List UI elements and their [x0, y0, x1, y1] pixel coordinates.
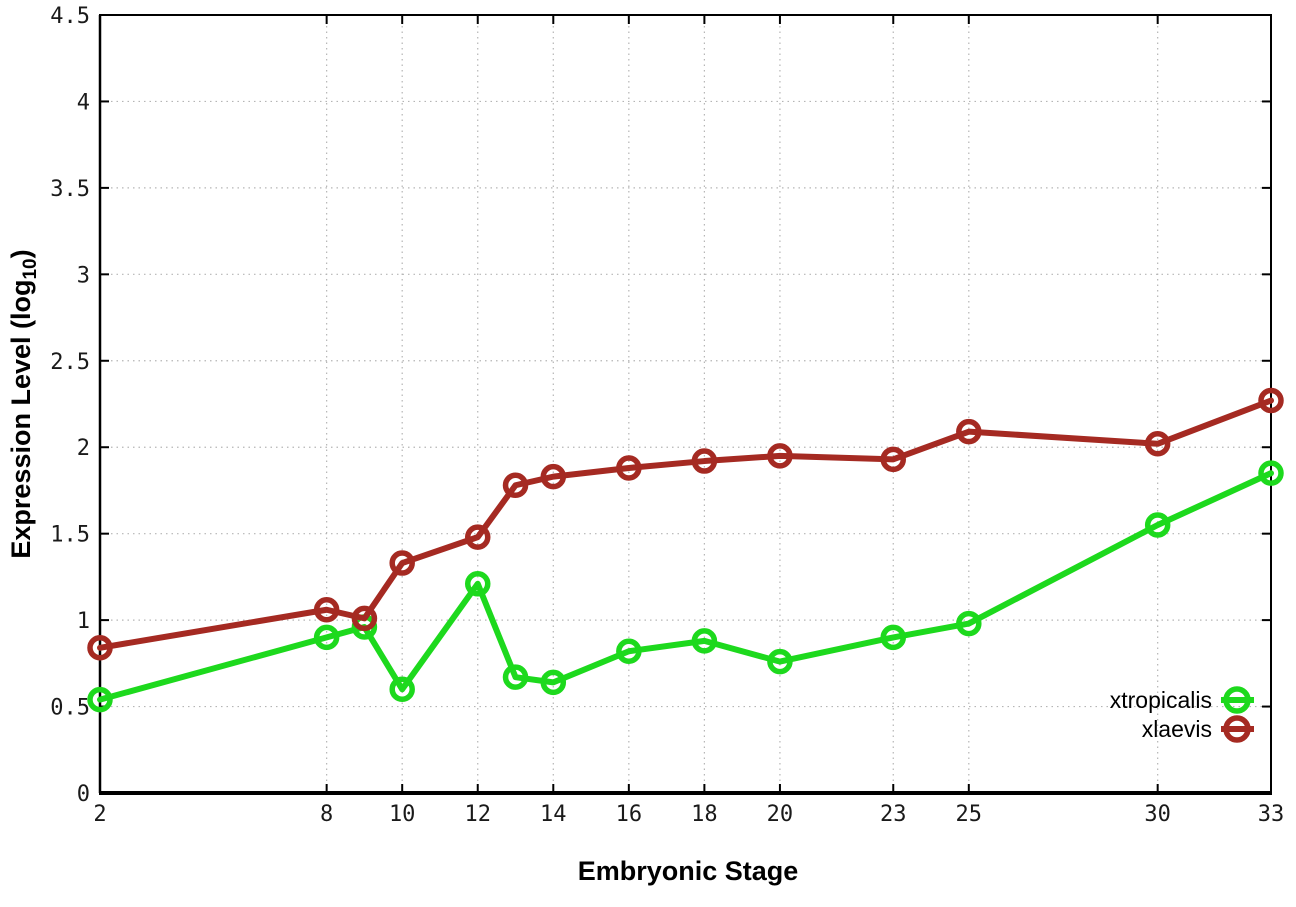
data-point-xlaevis	[502, 472, 529, 499]
data-point-xtropicalis	[767, 648, 793, 675]
x-tick-label: 14	[540, 802, 567, 827]
data-point-xtropicalis	[956, 610, 982, 637]
data-point-xlaevis	[313, 596, 340, 623]
data-point-xlaevis	[691, 448, 718, 474]
data-point-xlaevis	[351, 605, 378, 632]
data-point-xlaevis	[616, 455, 642, 481]
y-tick-label: 2.5	[50, 350, 90, 375]
y-tick-label: 2	[77, 436, 90, 461]
legend-label-xtropicalis: xtropicalis	[1110, 687, 1212, 713]
x-tick-label: 8	[320, 802, 333, 827]
data-point-xtropicalis	[389, 676, 415, 703]
data-point-xtropicalis	[1258, 460, 1284, 486]
y-tick-label: 3.5	[50, 177, 90, 202]
data-point-xtropicalis	[502, 664, 529, 690]
data-point-xlaevis	[540, 463, 567, 490]
data-point-xtropicalis	[540, 669, 567, 696]
y-tick-label: 0	[77, 782, 90, 807]
x-tick-label: 25	[956, 802, 983, 827]
x-tick-label: 23	[880, 802, 907, 827]
data-point-xtropicalis	[464, 571, 491, 597]
y-tick-label: 4.5	[50, 4, 90, 29]
legend-label-xlaevis: xlaevis	[1142, 716, 1212, 742]
data-point-xlaevis	[87, 635, 113, 661]
data-point-xtropicalis	[87, 686, 113, 713]
x-tick-label: 10	[389, 802, 416, 827]
series-line-xtropicalis	[97, 470, 1274, 703]
x-tick-label: 18	[691, 802, 718, 827]
plot-border	[99, 14, 1272, 794]
x-axis-title: Embryonic Stage	[578, 856, 799, 886]
x-tick-label: 33	[1258, 802, 1285, 827]
x-tick-label: 30	[1144, 802, 1171, 827]
y-tick-label: 3	[77, 263, 90, 288]
data-point-xtropicalis	[1144, 512, 1171, 538]
data-point-xtropicalis	[313, 624, 340, 651]
y-tick-label: 1	[77, 609, 90, 634]
data-point-xtropicalis	[880, 624, 907, 651]
legend-marker-xtropicalis	[1223, 686, 1251, 714]
y-axis-title: Expression Level (log10)	[6, 249, 41, 558]
data-point-xlaevis	[1258, 387, 1284, 414]
y-tick-label: 0.5	[50, 696, 90, 721]
x-tick-label: 12	[464, 802, 491, 827]
legend-marker-xlaevis	[1223, 715, 1251, 743]
data-point-xlaevis	[1144, 431, 1171, 457]
series-line-xlaevis	[97, 397, 1274, 651]
y-tick-label: 1.5	[50, 523, 90, 548]
data-point-xlaevis	[389, 550, 415, 576]
y-tick-label: 4	[77, 90, 90, 115]
data-point-xlaevis	[464, 524, 491, 550]
data-point-xlaevis	[956, 418, 982, 445]
data-point-xlaevis	[880, 446, 907, 473]
x-tick-label: 20	[767, 802, 794, 827]
data-point-xtropicalis	[616, 638, 642, 664]
x-tick-label: 2	[93, 802, 106, 827]
data-point-xtropicalis	[691, 628, 718, 654]
x-tick-label: 16	[616, 802, 643, 827]
data-point-xlaevis	[767, 443, 793, 469]
